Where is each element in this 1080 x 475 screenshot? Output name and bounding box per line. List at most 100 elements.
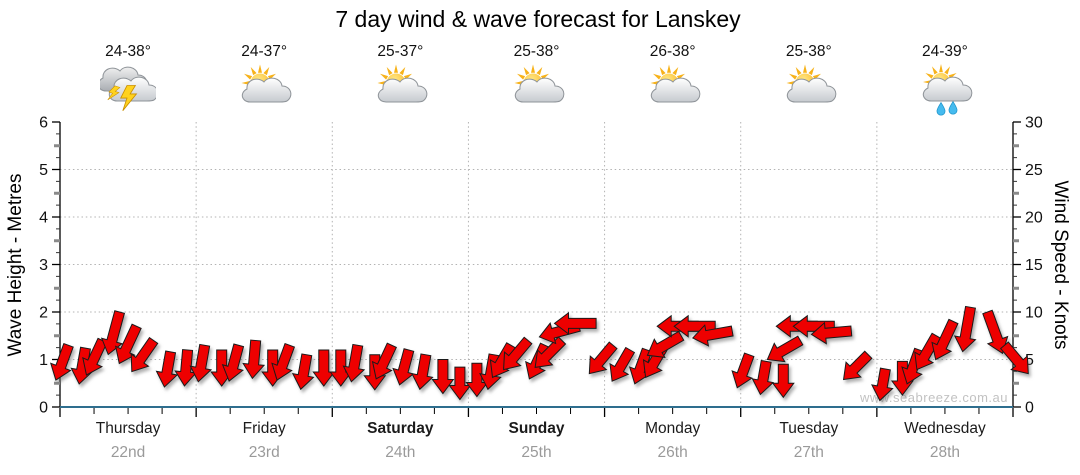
weekday-label: Monday [645, 420, 701, 437]
date-label: 27th [793, 444, 824, 461]
right-axis-title: Wind Speed - Knots [1050, 180, 1071, 350]
wind-arrow [931, 318, 959, 361]
wind-arrow [609, 346, 636, 382]
wind-arrow [999, 341, 1029, 375]
day-axis-label-saturday: Saturday 24th [332, 419, 468, 463]
day-forecast-wednesday: 24-39° [877, 42, 1013, 120]
wind-arrow [890, 360, 914, 396]
wind-arrow [503, 336, 533, 371]
temperature-range: 25-37° [377, 43, 424, 60]
wind-arrow [842, 350, 873, 381]
right-axis-tick-label: 30 [1025, 115, 1043, 132]
day-forecast-tuesday: 25-38° [741, 42, 877, 120]
partly-cloudy-icon [650, 64, 701, 103]
page-title: 7 day wind & wave forecast for Lanskey [335, 6, 741, 32]
right-axis-tick-label: 5 [1025, 352, 1034, 369]
wind-arrow [751, 359, 775, 396]
wind-arrow [329, 349, 353, 387]
wind-arrow [242, 339, 266, 380]
wind-arrow [271, 342, 296, 381]
day-forecast-saturday: 25-37° [332, 42, 468, 120]
date-label: 26th [657, 444, 688, 461]
right-axis-tick-label: 25 [1025, 162, 1043, 179]
date-label: 25th [521, 444, 552, 461]
date-label: 23rd [248, 444, 280, 461]
wind-arrow [189, 343, 213, 383]
wind-arrow [553, 311, 597, 335]
left-axis-tick-label: 4 [39, 210, 48, 227]
day-forecast-thursday: 24-38° [60, 42, 196, 120]
day-axis-label-sunday: Sunday 25th [469, 419, 605, 463]
day-axis-label-friday: Friday 23rd [196, 419, 332, 463]
day-axis-label-tuesday: Tuesday 27th [741, 419, 877, 463]
right-axis-tick-label: 20 [1025, 210, 1043, 227]
date-label: 22nd [110, 444, 146, 461]
left-axis-tick-label: 0 [39, 400, 48, 417]
left-axis-tick-label: 3 [39, 257, 48, 274]
wind-arrow [114, 323, 142, 365]
wind-arrow [312, 349, 336, 387]
wind-arrow [465, 362, 489, 398]
partly-cloudy-icon [786, 64, 837, 103]
weather-icon-slot [741, 64, 877, 120]
wind-arrow [392, 348, 415, 386]
day-forecast-monday: 26-38° [605, 42, 741, 120]
weekday-label: Saturday [367, 420, 434, 437]
right-axis-tick-label: 0 [1025, 400, 1034, 417]
date-label: 28th [929, 444, 960, 461]
wind-arrow [953, 305, 977, 353]
wind-arrow [534, 336, 567, 368]
weekday-label: Friday [242, 420, 286, 437]
wind-arrow [766, 335, 804, 363]
right-axis-tick-label: 15 [1025, 257, 1043, 274]
wind-arrow [731, 352, 755, 389]
watermark: www.seabreeze.com.au [859, 390, 1008, 405]
weather-icon-slot [60, 64, 196, 120]
date-label: 24th [385, 444, 416, 461]
day-forecast-sunday: 25-38° [469, 42, 605, 120]
left-axis-tick-label: 6 [39, 115, 48, 132]
left-axis-title: Wave Height - Metres [5, 173, 26, 357]
partly-cloudy-icon [514, 64, 564, 103]
weekday-label: Wednesday [904, 420, 986, 437]
temperature-range: 25-38° [513, 43, 560, 60]
wind-arrow [174, 349, 198, 387]
wind-arrow [810, 321, 853, 345]
temperature-range: 24-37° [241, 43, 288, 60]
wind-arrow [221, 343, 245, 382]
partly-cloudy-icon [241, 64, 292, 103]
wind-arrow [342, 343, 366, 383]
partly-cloudy-icon [377, 64, 428, 103]
wind-arrow [431, 359, 455, 395]
wind-arrow [49, 342, 74, 381]
thunderstorm-icon [97, 66, 159, 111]
temperature-range: 25-38° [785, 43, 832, 60]
weekday-label: Tuesday [779, 420, 839, 437]
day-axis-label-wednesday: Wednesday 28th [877, 419, 1013, 463]
temperature-range: 26-38° [649, 43, 696, 60]
wind-arrow [411, 353, 434, 391]
weather-icon-slot [877, 64, 1013, 120]
temperature-range: 24-39° [922, 43, 968, 60]
weather-icon-slot [332, 64, 468, 120]
wind-arrow [871, 367, 894, 402]
weekday-label: Sunday [508, 420, 565, 437]
left-axis-tick-label: 2 [39, 305, 48, 322]
day-axis-label-thursday: Thursday 22nd [60, 419, 196, 463]
wind-arrow-series [49, 305, 1029, 402]
left-axis-tick-label: 5 [39, 162, 48, 179]
wind-arrow [448, 366, 472, 401]
partly-cloudy-rain-icon [922, 64, 973, 116]
weather-icon-slot [469, 64, 605, 120]
wind-arrow [588, 341, 618, 375]
weather-icon-slot [196, 64, 332, 120]
day-axis-label-monday: Monday 26th [605, 419, 741, 463]
wind-arrow [771, 363, 795, 399]
wind-arrow [646, 330, 685, 359]
wind-arrow [100, 310, 126, 356]
weather-icon-slot [605, 64, 741, 120]
wind-arrow [210, 349, 234, 387]
wind-arrow [291, 353, 315, 391]
wind-arrow [691, 324, 734, 347]
